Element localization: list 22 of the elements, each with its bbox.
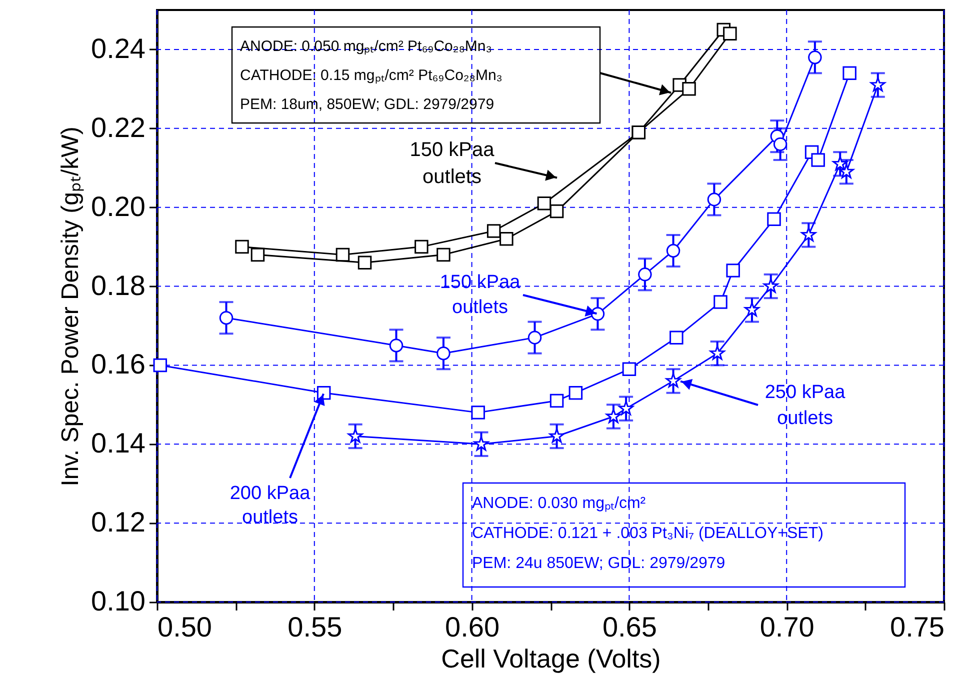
annotation: ANODE: 0.050 mgₚₜ/cm² Pt₆₉Co₂₈Mn₃ CATHODE: 0.15 mgₚₜ/cm² Pt₆₉Co₂₈Mn₃ PEM: 18um, 850EW; GDL: 2979/2979: [240, 38, 502, 113]
annotation: ANODE: 0.030 mgₚₜ/cm² CATHODE: 0.121 + .003 Pt₃Ni₇ (DEALLOY+SET) PEM: 24u 850EW; GDL: 2979/2979: [472, 495, 824, 572]
y-tick-label: 0.10: [91, 586, 146, 616]
y-tick-label: 0.24: [91, 32, 146, 64]
x-tick-label: 0.50: [158, 612, 212, 642]
annotation: 200 kPaa outlets: [230, 483, 311, 528]
y-axis-title: Inv. Spec. Power Density (gₚₜ/kW): [57, 126, 84, 486]
x-axis-title: Cell Voltage (Volts): [441, 644, 661, 674]
x-tick-label: 0.55: [288, 612, 342, 642]
y-tick-label: 0.22: [91, 112, 146, 143]
annotation: 150 kPaa outlets: [440, 272, 521, 318]
y-tick-label: 0.20: [91, 190, 146, 222]
x-tick-label: 0.65: [602, 612, 657, 642]
y-tick-label: 0.14: [91, 428, 146, 459]
annotation: 150 kPaa outlets: [410, 139, 496, 188]
x-tick-label: 0.70: [760, 612, 814, 642]
x-tick-label: 0.75: [890, 612, 944, 642]
x-tick-label: 0.60: [445, 612, 500, 642]
y-tick-label: 0.16: [91, 348, 146, 380]
y-tick-label: 0.18: [91, 270, 146, 301]
annotation: 250 kPaa outlets: [764, 382, 846, 429]
y-tick-label: 0.12: [91, 506, 146, 538]
